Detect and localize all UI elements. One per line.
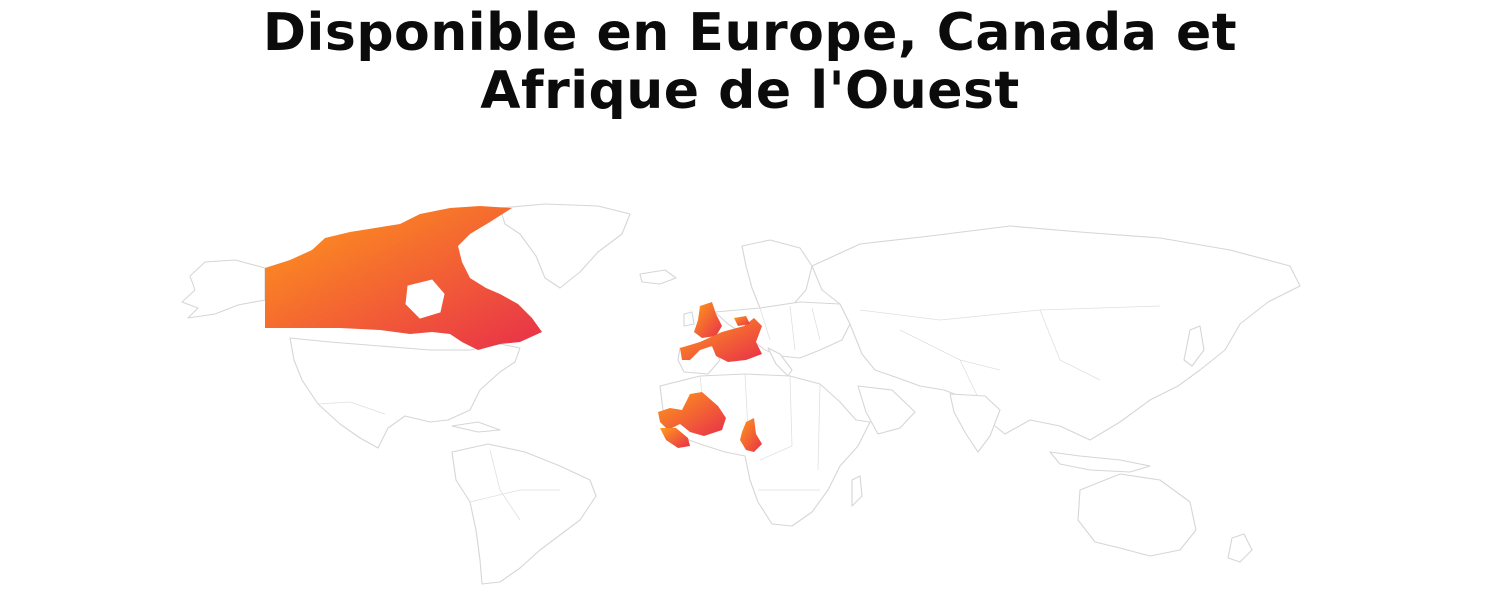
country-united-kingdom	[694, 302, 722, 338]
landmass-indonesia	[1049, 451, 1151, 473]
landmass-ireland	[683, 311, 695, 327]
border-south-america	[469, 449, 560, 521]
page-headline: Disponible en Europe, Canada et Afrique …	[0, 4, 1500, 120]
country-belgium	[734, 316, 750, 326]
country-guinea	[660, 428, 690, 448]
border-asia	[859, 305, 1161, 423]
country-mali	[658, 392, 726, 436]
landmass-south-america	[451, 443, 597, 585]
landmass-asia	[811, 225, 1301, 441]
landmass-japan	[1183, 325, 1205, 367]
landmass-new-zealand	[1227, 533, 1253, 563]
landmass-italy	[767, 347, 793, 377]
country-france	[680, 318, 762, 362]
landmass-alaska	[181, 259, 266, 319]
landmass-arabia	[857, 385, 916, 435]
landmass-madagascar	[851, 475, 863, 507]
landmass-greenland	[499, 203, 631, 289]
border-us-mexico	[317, 401, 386, 415]
world-map-svg	[181, 203, 1301, 585]
country-cameroon	[740, 418, 762, 452]
headline-line-1: Disponible en Europe, Canada et	[262, 3, 1238, 63]
landmass-north-america-south	[289, 337, 521, 449]
headline-line-2: Afrique de l'Ouest	[480, 61, 1020, 121]
border-europe	[759, 305, 821, 351]
world-map	[0, 190, 1500, 590]
hudson-bay	[405, 279, 445, 319]
landmass-india	[949, 393, 1001, 453]
country-canada	[265, 206, 542, 350]
landmass-australia	[1077, 473, 1197, 557]
landmass-cuba	[451, 421, 501, 433]
landmass-iceland	[639, 269, 677, 285]
